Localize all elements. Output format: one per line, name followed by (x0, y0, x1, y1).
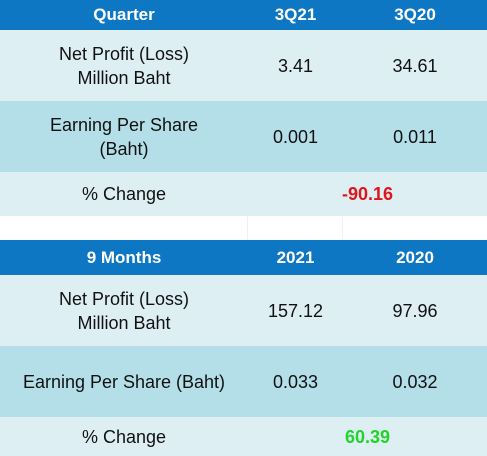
net-profit-label-line1: Net Profit (Loss) (58, 288, 190, 309)
net-profit-label-line2: Million Baht (77, 67, 171, 88)
net-profit-label: Net Profit (Loss) Million Baht (0, 30, 248, 101)
eps-label: Earning Per Share (Baht) (22, 371, 226, 392)
eps-3q21: 0.001 (272, 126, 319, 147)
eps-2020: 0.032 (392, 371, 438, 392)
nine-months-change-label: % Change (81, 426, 167, 447)
quarter-change-row: % Change -90.16 (0, 172, 487, 216)
quarter-header-row: Quarter 3Q21 3Q20 (0, 0, 487, 30)
net-profit-2020: 97.96 (392, 300, 438, 321)
eps-label-line2: (Baht) (99, 138, 149, 159)
gap-cell (0, 216, 248, 240)
table-gap (0, 216, 487, 240)
gap-cell (343, 216, 487, 240)
net-profit-3q20: 34.61 (392, 55, 438, 76)
quarter-header-3q21: 3Q21 (274, 5, 317, 24)
net-profit-label-line2: Million Baht (77, 312, 171, 333)
nine-months-change-value: 60.39 (344, 426, 391, 447)
net-profit-label: Net Profit (Loss) Million Baht (0, 275, 248, 346)
quarter-header-label: Quarter (93, 5, 155, 24)
quarter-table: Quarter 3Q21 3Q20 Net Profit (Loss) Mill… (0, 0, 487, 216)
nine-months-eps-row: Earning Per Share (Baht) 0.033 0.032 (0, 346, 487, 417)
nine-months-header-row: 9 Months 2021 2020 (0, 240, 487, 275)
nine-months-net-profit-row: Net Profit (Loss) Million Baht 157.12 97… (0, 275, 487, 346)
net-profit-label-line1: Net Profit (Loss) (58, 43, 190, 64)
nine-months-change-row: % Change 60.39 (0, 417, 487, 456)
eps-label: Earning Per Share (Baht) (0, 101, 248, 172)
quarter-eps-row: Earning Per Share (Baht) 0.001 0.011 (0, 101, 487, 172)
gap-cell (248, 216, 343, 240)
quarter-change-label: % Change (81, 184, 167, 204)
eps-label-line1: Earning Per Share (49, 114, 199, 135)
nine-months-header-2020: 2020 (396, 247, 434, 267)
nine-months-header-label: 9 Months (86, 247, 162, 267)
nine-months-table: 9 Months 2021 2020 Net Profit (Loss) Mil… (0, 240, 487, 456)
nine-months-header-2021: 2021 (276, 247, 315, 267)
net-profit-3q21: 3.41 (277, 55, 314, 76)
quarter-header-3q20: 3Q20 (394, 5, 436, 24)
quarter-change-value: -90.16 (341, 184, 394, 204)
quarter-net-profit-row: Net Profit (Loss) Million Baht 3.41 34.6… (0, 30, 487, 101)
eps-3q20: 0.011 (393, 126, 437, 147)
eps-2021: 0.033 (272, 371, 319, 392)
net-profit-2021: 157.12 (267, 300, 324, 321)
